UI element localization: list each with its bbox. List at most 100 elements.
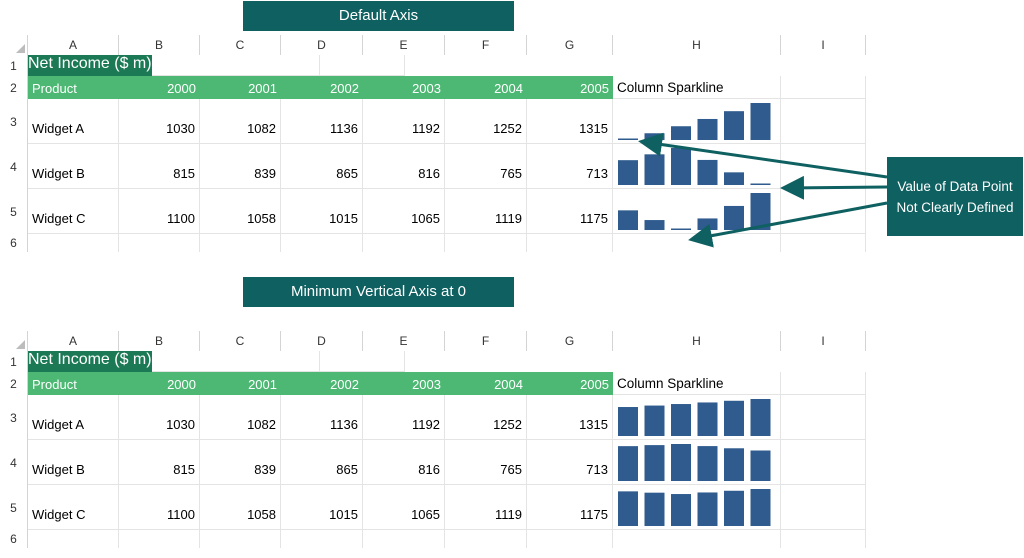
row-header-1[interactable]: 1 <box>0 351 28 372</box>
sparkline-bar <box>697 446 718 481</box>
row-header-2[interactable]: 2 <box>0 76 28 99</box>
column-header-e[interactable]: E <box>363 331 445 351</box>
sparkline-bar <box>750 103 771 140</box>
value-cell: 1100 <box>119 189 200 234</box>
row-header-5[interactable]: 5 <box>0 485 28 530</box>
empty-cell[interactable] <box>119 530 200 548</box>
empty-cell[interactable] <box>119 234 200 252</box>
value-cell: 815 <box>119 440 200 485</box>
value-cell: 865 <box>281 440 363 485</box>
sheet-row-2: 2 Product 2000 2001 2002 2003 2004 2005 Column S… <box>0 372 866 395</box>
product-name: Widget B <box>28 144 119 189</box>
cell-i4[interactable] <box>781 440 866 485</box>
column-header-i[interactable]: I <box>781 331 866 351</box>
sheet-row-4: 4 Widget B 815 839 865 816 765 713 <box>0 144 866 189</box>
sparkline-bar <box>750 193 771 230</box>
cell-i5[interactable] <box>781 189 866 234</box>
empty-cell[interactable] <box>445 234 527 252</box>
value-cell: 1175 <box>527 189 613 234</box>
sheet-row-5: 5 Widget C 1100 1058 1015 1065 1119 1175 <box>0 485 866 530</box>
column-header-g[interactable]: G <box>527 331 613 351</box>
cell-i5[interactable] <box>781 485 866 530</box>
row-header-6[interactable]: 6 <box>0 530 28 548</box>
empty-cell[interactable] <box>363 530 445 548</box>
cell-i2[interactable] <box>781 76 866 99</box>
column-sparkline <box>618 148 771 185</box>
empty-cell[interactable] <box>613 530 781 548</box>
column-header-h[interactable]: H <box>613 331 781 351</box>
row-header-6[interactable]: 6 <box>0 234 28 252</box>
value-cell: 1030 <box>119 395 200 440</box>
empty-cell[interactable] <box>781 234 866 252</box>
value-cell: 1315 <box>527 99 613 144</box>
row-header-4[interactable]: 4 <box>0 440 28 485</box>
cell-i3[interactable] <box>781 395 866 440</box>
column-header-d[interactable]: D <box>281 35 363 55</box>
select-all-corner[interactable] <box>0 35 28 55</box>
column-header-a[interactable]: A <box>28 35 119 55</box>
value-cell: 1015 <box>281 189 363 234</box>
arrow-widget-a <box>638 132 888 179</box>
sparkline-bar <box>644 405 665 436</box>
value-cell: 816 <box>363 440 445 485</box>
column-header-i[interactable]: I <box>781 35 866 55</box>
cell-i2[interactable] <box>781 372 866 395</box>
column-header-g[interactable]: G <box>527 35 613 55</box>
empty-cell[interactable] <box>445 530 527 548</box>
cell-i1[interactable] <box>319 55 405 76</box>
sparkline-bar <box>724 205 744 230</box>
column-header-c[interactable]: C <box>200 35 281 55</box>
row-header-2[interactable]: 2 <box>0 372 28 395</box>
value-cell: 713 <box>527 440 613 485</box>
sparkline-bar <box>724 172 744 185</box>
sparkline-bar <box>644 492 665 526</box>
product-name: Widget C <box>28 189 119 234</box>
cell-h1[interactable] <box>151 55 320 76</box>
value-cell: 1082 <box>200 395 281 440</box>
empty-cell[interactable] <box>28 530 119 548</box>
row-header-3[interactable]: 3 <box>0 395 28 440</box>
empty-cell[interactable] <box>781 530 866 548</box>
row-header-4[interactable]: 4 <box>0 144 28 189</box>
column-header-f[interactable]: F <box>445 331 527 351</box>
value-cell: 1065 <box>363 485 445 530</box>
column-header-h[interactable]: H <box>613 35 781 55</box>
value-cell: 1192 <box>363 99 445 144</box>
column-header-c[interactable]: C <box>200 331 281 351</box>
column-header-f[interactable]: F <box>445 35 527 55</box>
value-cell: 1030 <box>119 99 200 144</box>
empty-cell[interactable] <box>281 530 363 548</box>
column-header-a[interactable]: A <box>28 331 119 351</box>
sheet-row-6: 6 <box>0 530 866 548</box>
value-cell: 765 <box>445 440 527 485</box>
sparkline-cell <box>613 99 781 144</box>
empty-cell[interactable] <box>28 234 119 252</box>
empty-cell[interactable] <box>363 234 445 252</box>
value-cell: 839 <box>200 144 281 189</box>
sparkline-cell <box>613 485 781 530</box>
empty-cell[interactable] <box>527 234 613 252</box>
empty-cell[interactable] <box>200 530 281 548</box>
column-header-e[interactable]: E <box>363 35 445 55</box>
cell-i3[interactable] <box>781 99 866 144</box>
empty-cell[interactable] <box>527 530 613 548</box>
value-cell: 1136 <box>281 395 363 440</box>
column-header-b[interactable]: B <box>119 331 200 351</box>
product-name: Widget B <box>28 440 119 485</box>
cell-h1[interactable] <box>151 351 320 372</box>
empty-cell[interactable] <box>281 234 363 252</box>
value-cell: 765 <box>445 144 527 189</box>
empty-cell[interactable] <box>200 234 281 252</box>
column-header-d[interactable]: D <box>281 331 363 351</box>
column-header-b[interactable]: B <box>119 35 200 55</box>
row-header-5[interactable]: 5 <box>0 189 28 234</box>
row-header-3[interactable]: 3 <box>0 99 28 144</box>
select-all-corner[interactable] <box>0 331 28 351</box>
row-header-1[interactable]: 1 <box>0 55 28 76</box>
sparkline-bar <box>618 446 638 481</box>
empty-cell[interactable] <box>613 234 781 252</box>
column-sparkline <box>618 489 771 526</box>
cell-i1[interactable] <box>319 351 405 372</box>
